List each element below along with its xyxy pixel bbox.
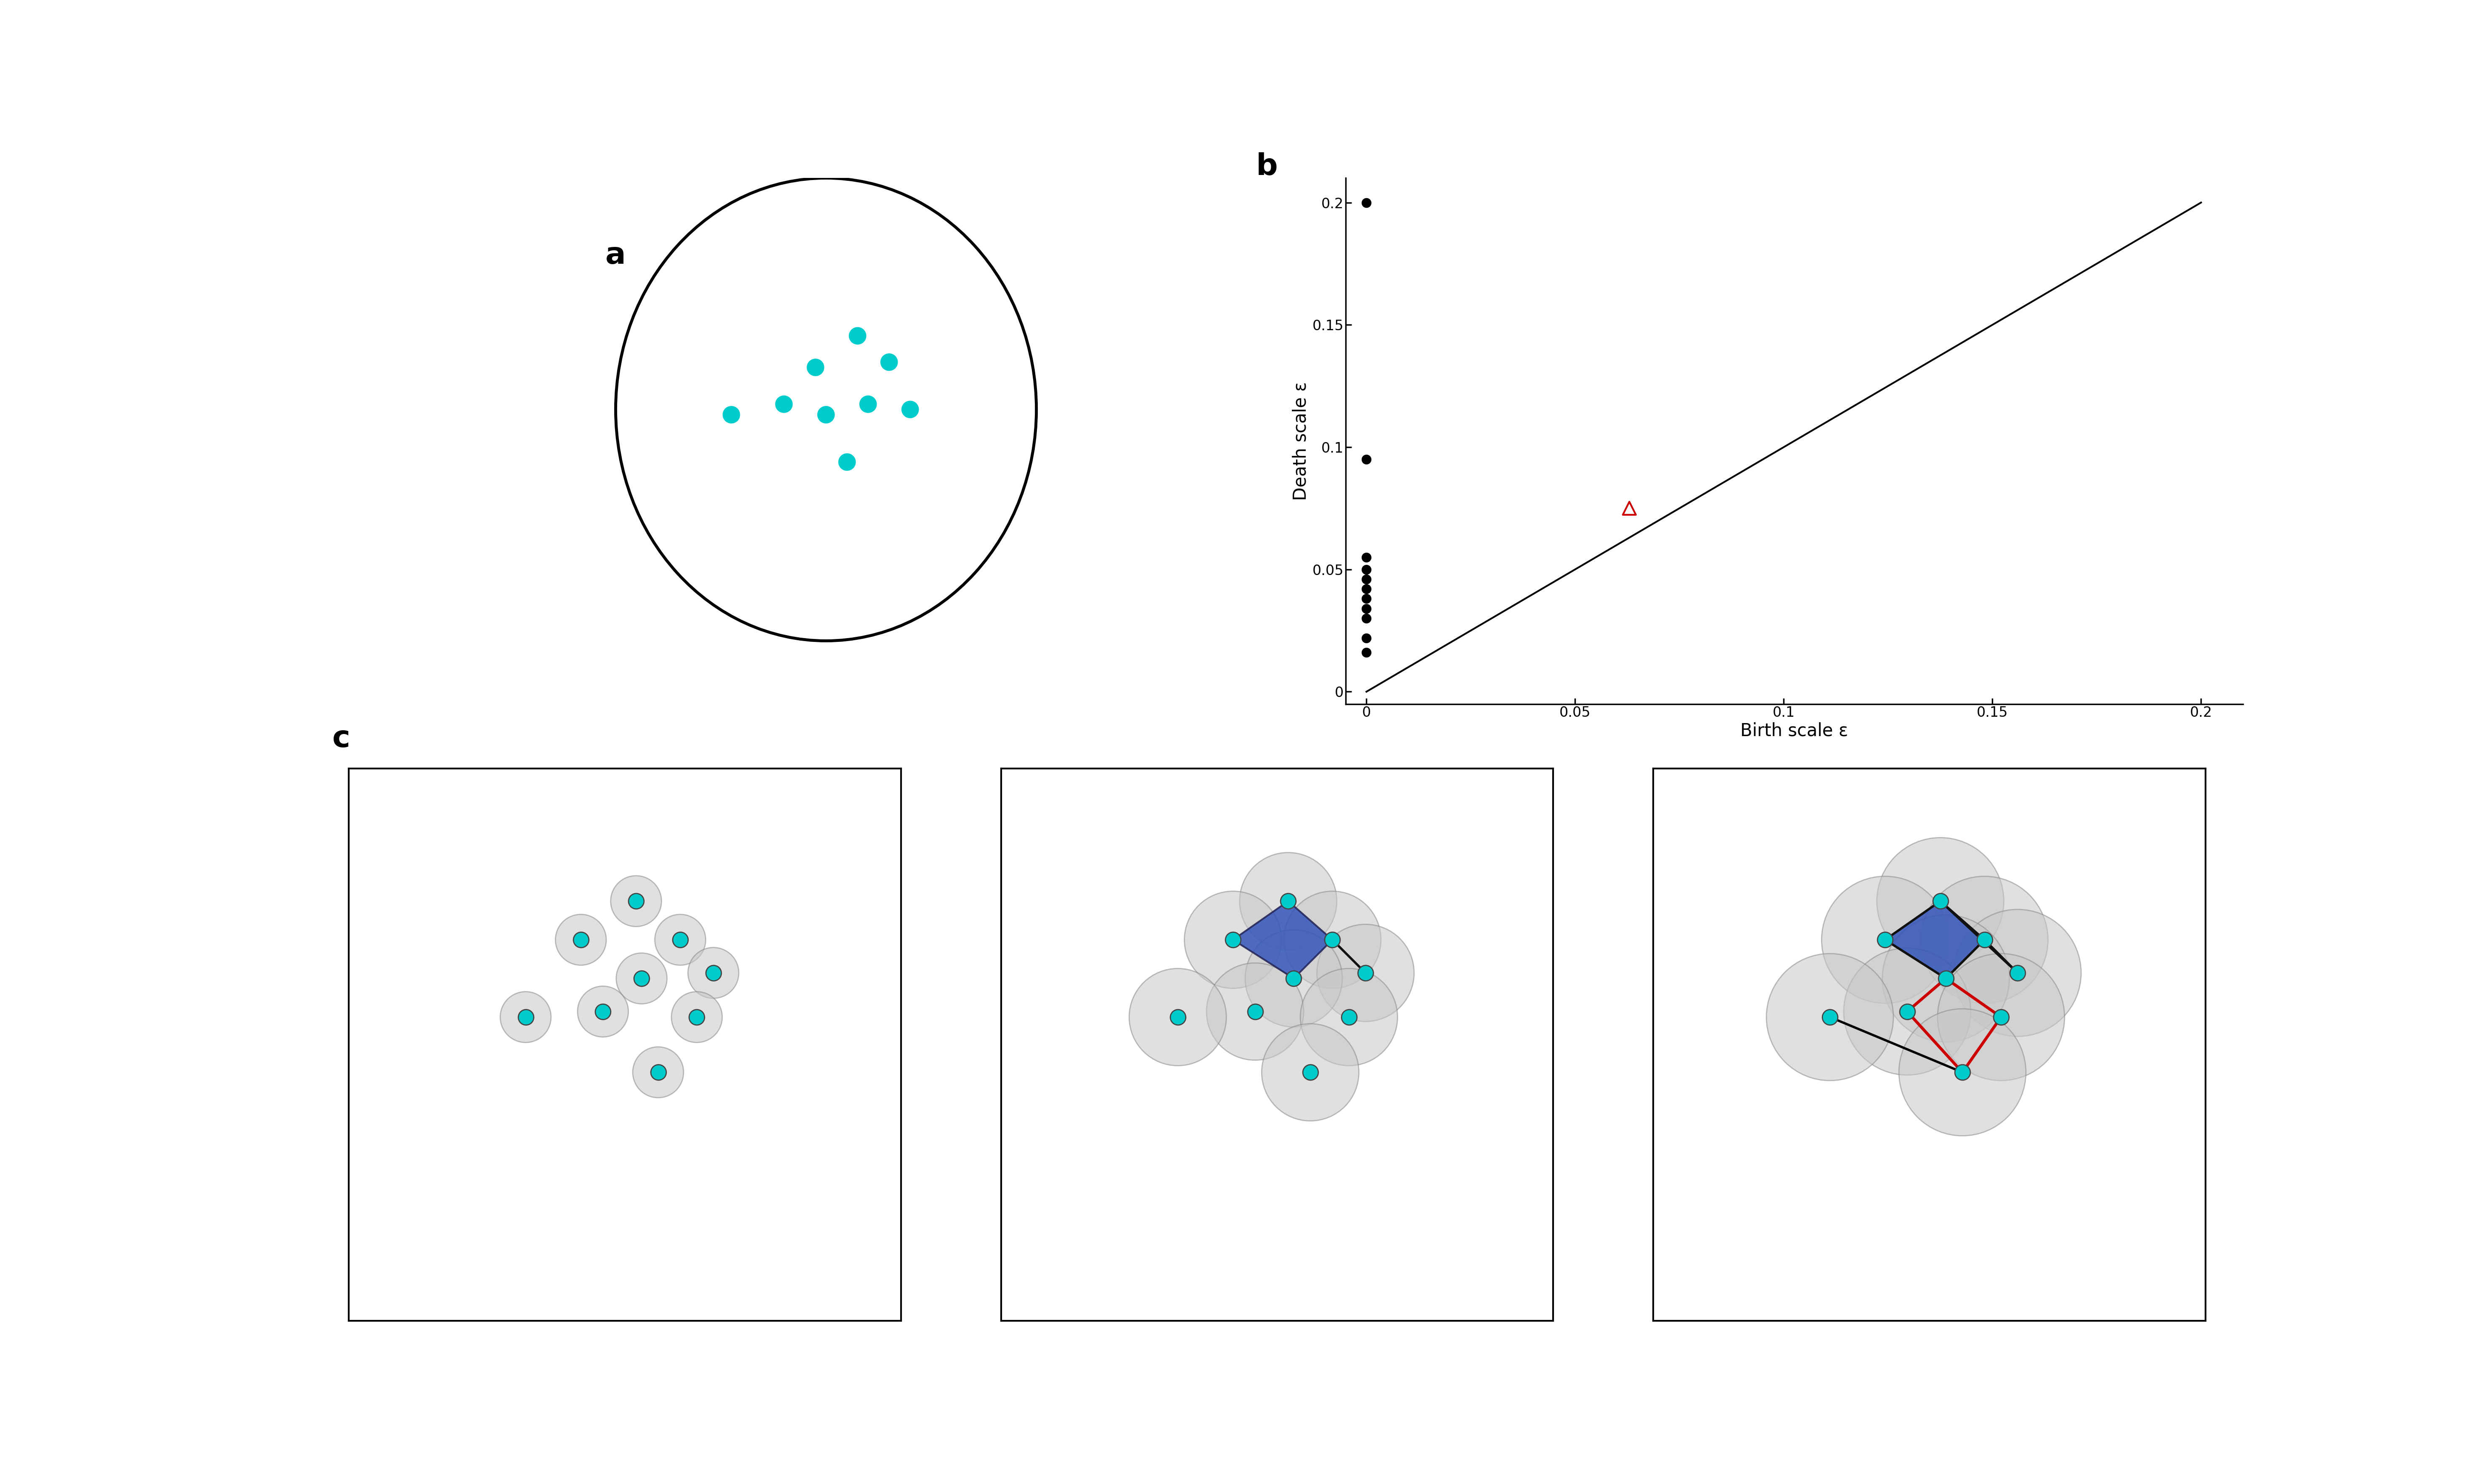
Point [1346,558,1386,582]
Point [1941,1061,1981,1085]
Point [1964,928,2004,951]
Circle shape [501,991,551,1042]
Polygon shape [1234,901,1333,978]
Text: a: a [606,242,625,270]
Point [1346,962,1386,985]
Point [795,356,835,380]
Point [837,324,877,347]
Point [1346,597,1386,620]
Circle shape [1261,1024,1358,1120]
Point [1864,928,1904,951]
Circle shape [1316,925,1413,1021]
Point [870,350,910,374]
Text: b: b [1256,151,1278,181]
Point [1273,966,1313,990]
Point [847,392,887,416]
Point [1886,1000,1926,1024]
Point [1809,1005,1849,1028]
Circle shape [1283,892,1381,988]
Point [1159,1005,1199,1028]
Circle shape [1129,969,1226,1066]
Point [616,889,655,913]
Circle shape [1876,837,2004,965]
Point [1346,607,1386,631]
Circle shape [1921,876,2048,1003]
Point [1328,1005,1368,1028]
Point [1313,928,1353,951]
Point [710,402,750,426]
Point [583,1000,623,1024]
Circle shape [1184,892,1281,988]
Point [890,398,930,421]
Point [660,928,700,951]
Point [765,392,805,416]
Circle shape [1246,930,1343,1027]
Point [827,450,867,473]
Circle shape [1767,954,1894,1080]
Point [678,1005,718,1028]
Point [1346,545,1386,568]
Circle shape [655,914,705,965]
Circle shape [688,947,738,999]
Point [1346,567,1386,591]
Point [1346,586,1386,610]
Circle shape [670,991,723,1042]
Point [638,1061,678,1085]
Point [621,966,660,990]
Point [1214,928,1253,951]
Polygon shape [1884,901,1984,978]
Circle shape [616,953,668,1003]
Circle shape [1899,1009,2026,1135]
Circle shape [1822,876,1949,1003]
Point [561,928,601,951]
Point [1346,577,1386,601]
Point [506,1005,546,1028]
X-axis label: Birth scale ε: Birth scale ε [1739,723,1849,741]
Circle shape [578,987,628,1037]
Point [1346,190,1386,214]
Circle shape [1954,910,2081,1036]
Point [1291,1061,1331,1085]
Point [1268,889,1308,913]
Point [693,962,733,985]
Circle shape [556,914,606,965]
Point [1926,966,1966,990]
Circle shape [1844,948,1971,1074]
Point [1610,496,1650,519]
Point [1346,448,1386,472]
Circle shape [1881,916,2009,1042]
Circle shape [1206,963,1303,1060]
Point [1346,626,1386,650]
Point [1346,641,1386,665]
Point [1236,1000,1276,1024]
Circle shape [1301,969,1398,1066]
Text: c: c [331,724,351,754]
Circle shape [633,1046,683,1098]
Point [1999,962,2038,985]
Circle shape [611,876,660,926]
Circle shape [1939,954,2063,1080]
Y-axis label: Death scale ε: Death scale ε [1293,381,1311,500]
Point [1981,1005,2021,1028]
Point [1921,889,1961,913]
Circle shape [1239,852,1336,950]
Point [805,402,845,426]
